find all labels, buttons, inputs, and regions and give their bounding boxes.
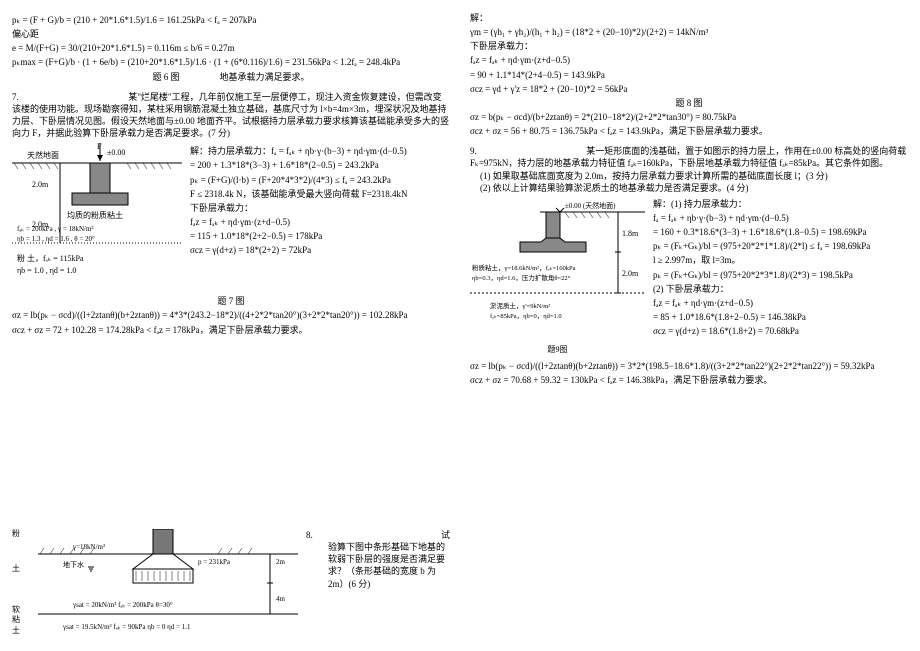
svg-text:2.0m: 2.0m [622, 269, 639, 278]
eq: e = M/(F+G) = 30/(210+20*1.6*1.5) = 0.11… [12, 42, 450, 54]
svg-text:p = 231kPa: p = 231kPa [198, 558, 231, 566]
right-column: 解： γm = (γh₁ + γh₂)/(h₁ + h₂) = (18*2 + … [470, 12, 908, 639]
conclusion: 地基承载力满足要求。 [220, 71, 310, 83]
svg-text:地下水: 地下水 [63, 560, 84, 569]
p8-solution: 解： γm = (γh₁ + γh₂)/(h₁ + h₂) = (18*2 + … [470, 12, 908, 137]
svg-text:ηb=0.3，ηd=1.6，压力扩散角θ=22°: ηb=0.3，ηd=1.6，压力扩散角θ=22° [472, 273, 571, 282]
problem-number: 9. [470, 145, 484, 157]
foundation-diagram-icon: 天然地面 ±0.00 F [12, 143, 182, 293]
problem-number: 8. [306, 529, 320, 541]
svg-text:γsat = 20kN/m³ fₐₖ = 200kPa: γsat = 20kN/m³ fₐₖ = 200kPa θ=30° [72, 601, 173, 609]
lbl: ±0.00 [107, 148, 125, 157]
svg-text:粉 土，fₐₖ = 115kPa: 粉 土，fₐₖ = 115kPa [17, 253, 84, 263]
problem-9: 9. 某一矩形底面的浅基础，置于如图示的持力层上，作用在±0.00 标高处的竖向… [470, 145, 908, 386]
svg-text:±0.00 (天然地面): ±0.00 (天然地面) [565, 201, 616, 210]
svg-text:γ=18kN/m³: γ=18kN/m³ [72, 543, 105, 551]
p7-diagram: 天然地面 ±0.00 F [12, 143, 182, 293]
svg-text:ηb = 1.0 , ηd = 1.0: ηb = 1.0 , ηd = 1.0 [17, 266, 76, 275]
fig-caption: 题 6 图 [152, 71, 179, 83]
problem-8: 粉 土 软 粘 土 [12, 529, 450, 639]
problem-7: 7. 某"烂尾楼"工程，几年前仅施工至一层便停工，现注入资金恢复建设，但需改变该… [12, 91, 450, 336]
svg-text:ηb = 1.3 , ηd = 1.6 , θ = 20: ηb = 1.3 , ηd = 1.6 , θ = 20° [17, 235, 95, 243]
lbl: 天然地面 [27, 150, 59, 160]
fig7-caption: 题 7 图 [12, 295, 450, 307]
problem-number: 7. [12, 91, 26, 103]
eq: σz = lb(pₖ − σcd)/((l+2ztanθ)(b+2ztanθ))… [12, 309, 450, 321]
svg-text:1.8m: 1.8m [622, 229, 639, 238]
ecc-label: 偏心距 [12, 28, 450, 40]
svg-text:2.0m: 2.0m [32, 180, 49, 189]
p6-tail: pₖ = (F + G)/b = (210 + 20*1.6*1.5)/1.6 … [12, 14, 450, 83]
eq: pₖ = (F + G)/b = (210 + 20*1.6*1.5)/1.6 … [12, 14, 450, 26]
svg-text:fₐₖ = 200kPa , γ = 18kN/m³: fₐₖ = 200kPa , γ = 18kN/m³ [17, 225, 94, 233]
eq: σcz + σz = 72 + 102.28 = 174.28kPa < fₐz… [12, 324, 450, 336]
p9-calculations: 解：(1) 持力层承载力： fₐ = fₐₖ + ηb·γ·(b−3) + ηd… [653, 198, 908, 339]
left-column: pₖ = (F + G)/b = (210 + 20*1.6*1.5)/1.6 … [12, 12, 450, 639]
svg-text:γsat = 19.5kN/m³ fₐₖ = 90kPa: γsat = 19.5kN/m³ fₐₖ = 90kPa ηb = 0 ηd =… [62, 623, 191, 631]
rect-footing-diagram-icon: ±0.00 (天然地面) 1.8m 2.0m [470, 198, 645, 343]
p7-intro: 7. 某"烂尾楼"工程，几年前仅施工至一层便停工，现注入资金恢复建设，但需改变该… [12, 91, 450, 140]
p8-text: 验算下图中条形基础下地基的软弱下卧层的强度是否满足要求？（条形基础的宽度 b 为… [328, 541, 450, 590]
svg-text:fₐₖ=85kPa，ηb=0，ηd=1.0: fₐₖ=85kPa，ηb=0，ηd=1.0 [490, 313, 562, 320]
svg-text:淤泥质土，γ'=9kN/m²: 淤泥质土，γ'=9kN/m² [490, 301, 550, 310]
svg-text:4m: 4m [276, 595, 286, 603]
strip-footing-diagram-icon: γ=18kN/m³ 地下水 p = 231kPa 2m 4m γsat = 20… [38, 529, 298, 639]
svg-text:均质的粉质粘土: 均质的粉质粘土 [67, 210, 123, 220]
eq: pₖmax = (F+G)/b · (1 + 6e/b) = (210+20*1… [12, 56, 450, 68]
svg-text:粉质粘土，γ=18.6kN/m²，fₐₖ=160kPa: 粉质粘土，γ=18.6kN/m²，fₐₖ=160kPa [472, 263, 576, 272]
p7-calculations: 解：持力层承载力：fₐ = fₐₖ + ηb·γ·(b−3) + ηd·γm·(… [190, 143, 450, 258]
svg-text:2m: 2m [276, 558, 286, 566]
